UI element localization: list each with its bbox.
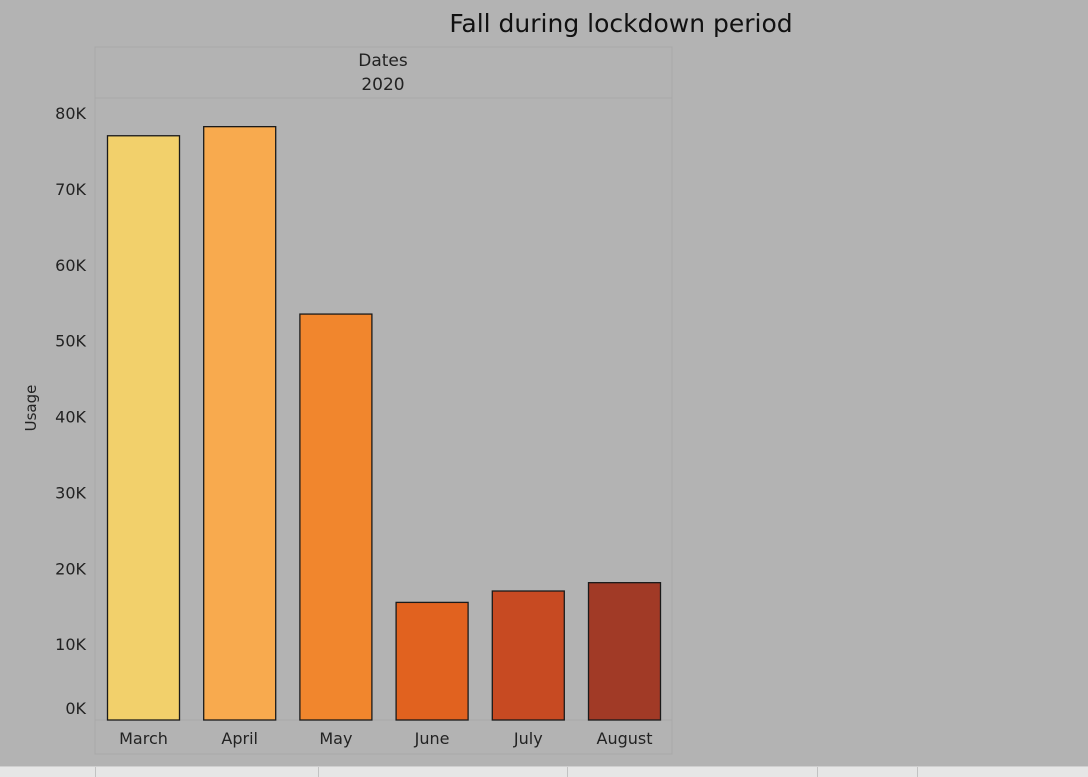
sheet-tab[interactable] — [319, 767, 568, 777]
y-tick-label: 20K — [55, 559, 86, 578]
x-tick-label: May — [319, 729, 352, 748]
x-tick-label: July — [513, 729, 543, 748]
sheet-tab[interactable] — [96, 767, 319, 777]
x-tick-label: August — [597, 729, 653, 748]
y-tick-label: 60K — [55, 256, 86, 275]
sheet-tab-strip — [0, 766, 1088, 777]
y-tick-label: 70K — [55, 180, 86, 199]
y-axis-ticks: 0K 10K 20K 30K 40K 50K 60K 70K 80K — [55, 104, 86, 718]
header-band — [94, 46, 673, 99]
header-value: 2020 — [361, 75, 404, 95]
category-band — [94, 719, 673, 755]
x-axis-ticks: March April May June July August — [119, 729, 652, 748]
header-label: Dates — [358, 51, 408, 71]
chart-title: Fall during lockdown period — [449, 9, 792, 38]
bar-may[interactable] — [299, 313, 373, 721]
bar-series — [106, 126, 662, 721]
y-tick-label: 30K — [55, 483, 86, 502]
bar-april[interactable] — [203, 126, 277, 721]
y-axis-label: Usage — [22, 385, 40, 432]
bar-march[interactable] — [106, 135, 181, 721]
y-tick-label: 40K — [55, 408, 86, 427]
sheet-tab[interactable] — [0, 767, 96, 777]
bar-june[interactable] — [395, 601, 469, 721]
x-tick-label: June — [414, 729, 450, 748]
y-tick-label: 0K — [65, 699, 86, 718]
x-tick-label: March — [119, 729, 168, 748]
y-tick-label: 80K — [55, 104, 86, 123]
y-tick-label: 50K — [55, 332, 86, 351]
bar-july[interactable] — [491, 590, 565, 721]
sheet-tab[interactable] — [818, 767, 918, 777]
y-tick-label: 10K — [55, 635, 86, 654]
x-tick-label: April — [221, 729, 258, 748]
plot-pane — [94, 97, 673, 721]
bar-august[interactable] — [587, 582, 662, 721]
sheet-tab[interactable] — [568, 767, 818, 777]
